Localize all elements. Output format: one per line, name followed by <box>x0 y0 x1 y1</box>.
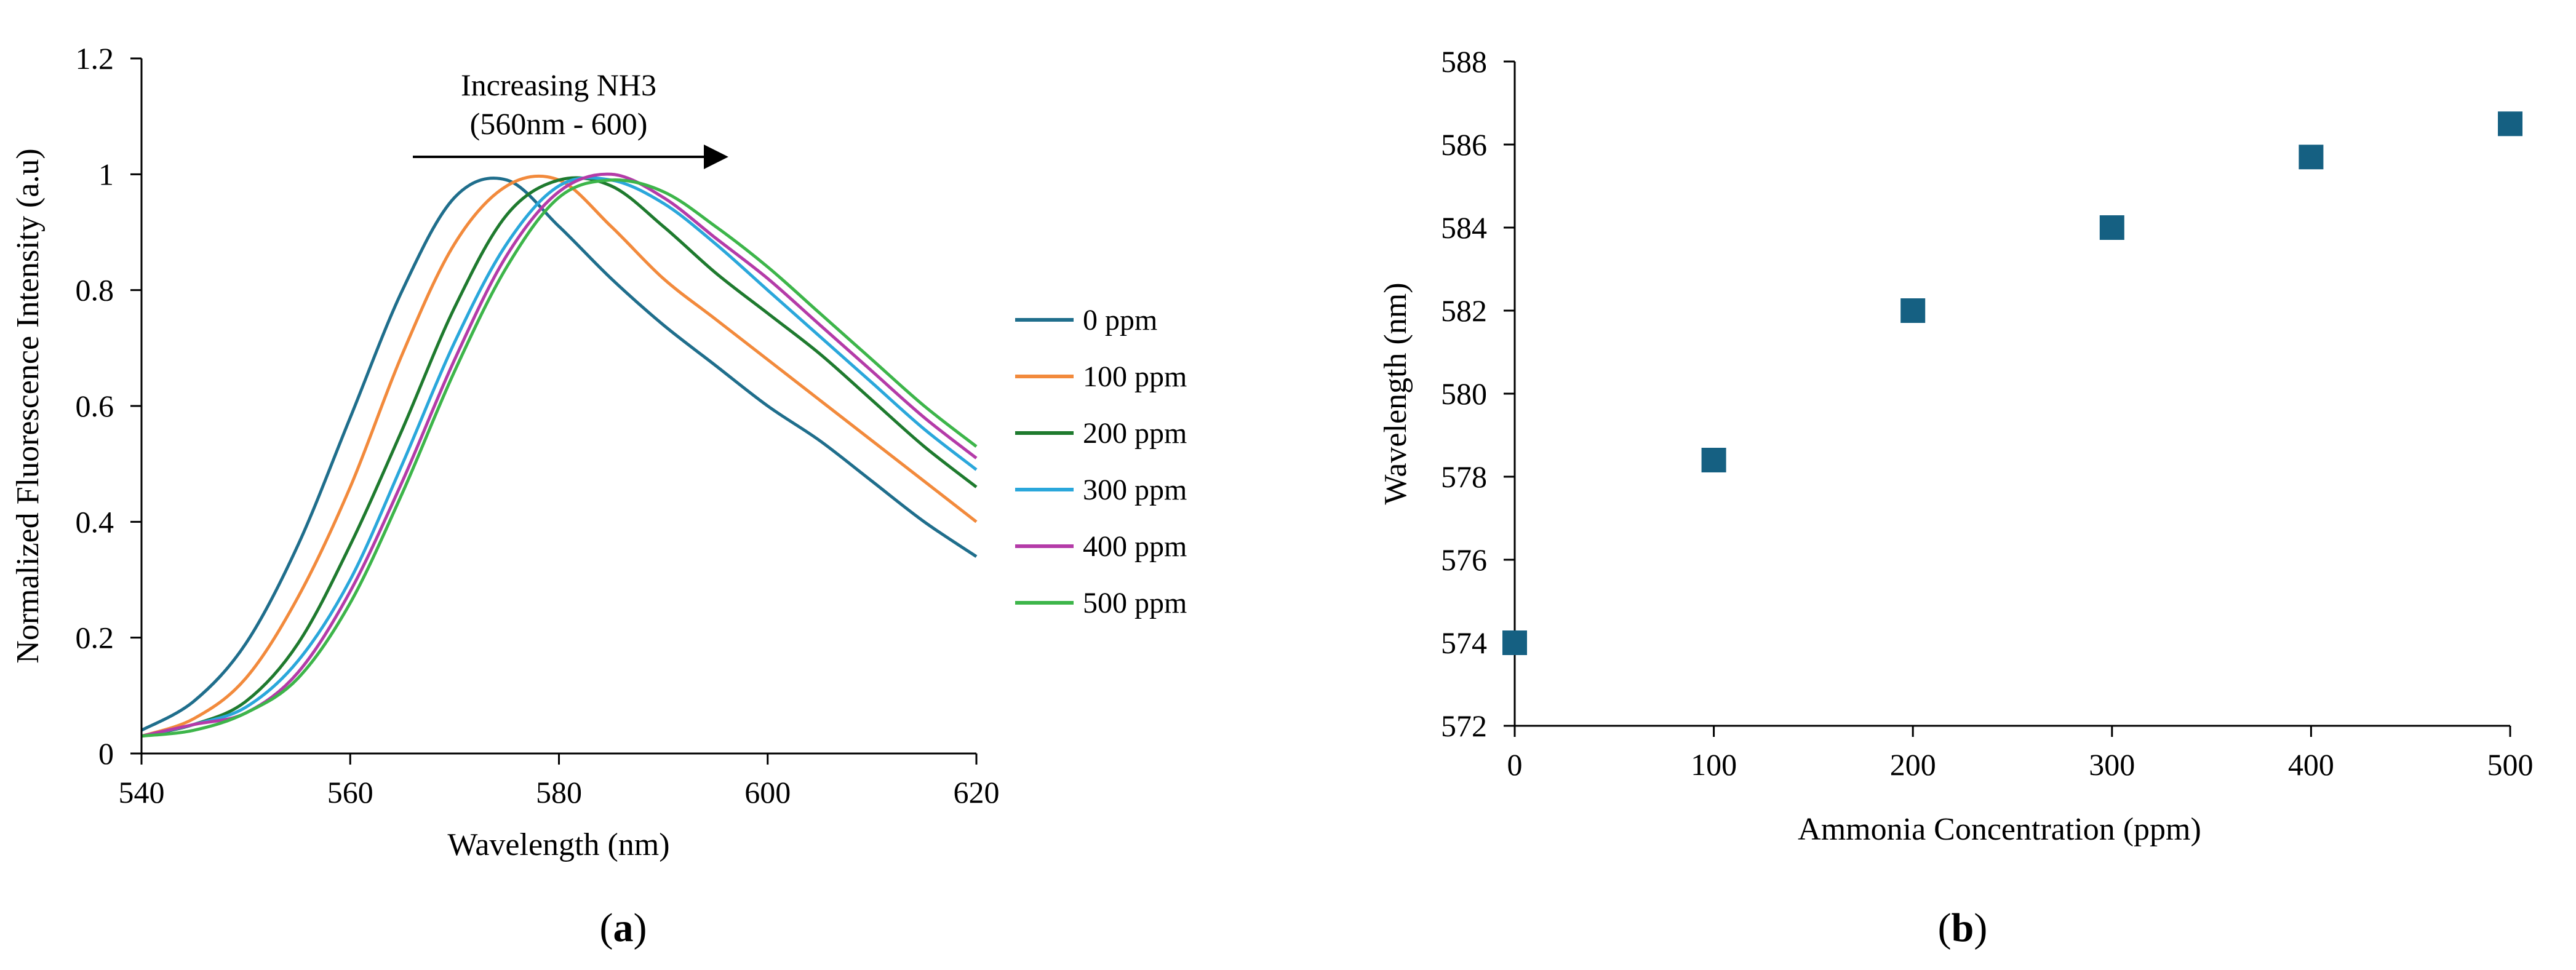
series-line-100-ppm <box>141 174 978 738</box>
x-tick-label: 620 <box>954 775 1000 809</box>
x-tick-label: 540 <box>119 775 165 809</box>
panel-label-letter: a <box>613 905 634 950</box>
y-tick-label: 580 <box>1441 376 1487 411</box>
x-ticks: 540 560 580 600 620 <box>119 753 1000 809</box>
legend-label: 100 ppm <box>1083 360 1187 393</box>
x-tick-label: 100 <box>1691 747 1737 782</box>
data-point <box>2299 145 2324 170</box>
annotation-line-2: (560nm - 600) <box>470 106 648 141</box>
panel-label-close: ) <box>1974 905 1987 950</box>
x-tick-label: 200 <box>1890 747 1936 782</box>
y-tick-label: 0.4 <box>76 504 114 539</box>
x-tick-label: 560 <box>327 775 373 809</box>
x-tick-label: 400 <box>2288 747 2334 782</box>
y-ticks: 0 0.2 0.4 0.6 0.8 1 1.2 <box>76 41 142 771</box>
y-ticks: 572 574 576 578 580 582 584 586 588 <box>1441 44 1515 743</box>
x-tick-label: 600 <box>744 775 791 809</box>
panel-label-close: ) <box>634 905 647 950</box>
scatter-points <box>1502 111 2522 655</box>
x-axis-title: Ammonia Concentration (ppm) <box>1798 812 2201 847</box>
legend-label: 200 ppm <box>1083 417 1187 450</box>
legend-label: 500 ppm <box>1083 587 1187 619</box>
x-tick-label: 580 <box>536 775 582 809</box>
series-line-0-ppm <box>140 177 978 732</box>
panel-label-open: ( <box>1938 905 1952 950</box>
data-point <box>1701 448 1726 472</box>
y-tick-label: 574 <box>1441 626 1487 660</box>
x-tick-label: 0 <box>1507 747 1523 782</box>
spectra-curves <box>140 172 978 738</box>
y-tick-label: 0 <box>98 736 114 771</box>
legend-label: 400 ppm <box>1083 530 1187 563</box>
y-tick-label: 576 <box>1441 543 1487 577</box>
y-tick-label: 586 <box>1441 127 1487 162</box>
y-tick-label: 1 <box>98 157 114 191</box>
series-line-500-ppm <box>141 178 978 738</box>
y-tick-label: 1.2 <box>76 41 114 76</box>
x-tick-label: 300 <box>2089 747 2135 782</box>
data-point <box>1502 630 1527 655</box>
data-point <box>1900 298 1926 323</box>
series-line-400-ppm <box>141 172 978 738</box>
data-point <box>2498 111 2522 137</box>
x-tick-label: 500 <box>2487 747 2534 782</box>
y-tick-label: 0.2 <box>76 621 114 655</box>
y-tick-label: 578 <box>1441 459 1487 494</box>
shift-scatter-chart: 572 574 576 578 580 582 584 586 588 0 100 200 300 40… <box>1378 44 2534 950</box>
panel-label-a: (a) <box>600 905 647 950</box>
data-point <box>2099 215 2124 240</box>
legend-label: 300 ppm <box>1083 474 1187 506</box>
annotation: Increasing NH3 (560nm - 600) <box>413 68 728 169</box>
x-ticks: 0 100 200 300 400 500 <box>1507 726 2534 782</box>
annotation-line-1: Increasing NH3 <box>461 68 656 102</box>
y-tick-label: 572 <box>1441 709 1487 743</box>
y-axis-title: Normalized Fluorescence Intensity (a.u) <box>10 148 46 663</box>
legend-label: 0 ppm <box>1083 304 1157 336</box>
panel-label-open: ( <box>600 905 613 950</box>
x-axis-title: Wavelength (nm) <box>447 827 669 862</box>
y-tick-label: 582 <box>1441 293 1487 328</box>
y-tick-label: 584 <box>1441 210 1487 245</box>
y-tick-label: 0.8 <box>76 273 114 308</box>
y-tick-label: 0.6 <box>76 389 114 423</box>
spectra-chart: 0 0.2 0.4 0.6 0.8 1 1.2 540 560 580 600 620 Wavele… <box>10 41 1187 950</box>
series-line-300-ppm <box>141 176 978 738</box>
series-line-200-ppm <box>141 176 978 738</box>
panel-label-letter: b <box>1952 905 1974 950</box>
y-tick-label: 588 <box>1441 44 1487 79</box>
y-axis-title: Wavelength (nm) <box>1378 282 1413 504</box>
legend: 0 ppm 100 ppm 200 ppm 300 ppm 400 ppm 500 ppm <box>1015 304 1187 619</box>
panel-label-b: (b) <box>1938 905 1988 950</box>
